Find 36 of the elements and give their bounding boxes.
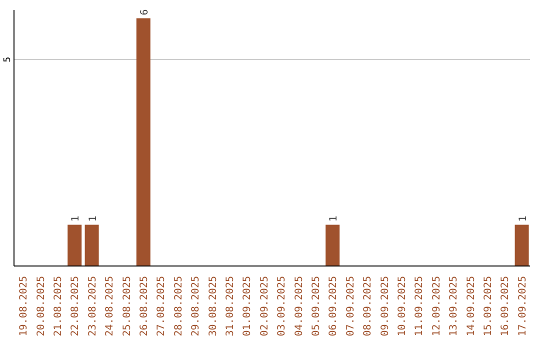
x-tick-label: 09.09.2025 (380, 276, 391, 336)
x-tick-label: 19.08.2025 (18, 276, 30, 336)
y-tick-label: 5 (3, 56, 13, 62)
x-tick-label: 03.09.2025 (276, 276, 288, 336)
x-tick-label: 24.08.2025 (104, 276, 116, 336)
x-tick-label: 31.08.2025 (225, 276, 236, 336)
x-tick-label: 25.08.2025 (122, 276, 133, 336)
x-tick-label: 05.09.2025 (311, 276, 322, 336)
x-tick-label: 20.08.2025 (36, 276, 47, 336)
data-label: 1 (518, 216, 529, 222)
x-tick-label: 17.09.2025 (517, 276, 528, 336)
x-tick-label: 01.09.2025 (242, 276, 254, 336)
x-tick-label: 22.08.2025 (70, 276, 82, 336)
data-label: 6 (139, 9, 150, 16)
data-label: 1 (70, 216, 82, 222)
x-tick-label: 15.09.2025 (483, 276, 494, 336)
x-tick-label: 12.09.2025 (431, 276, 442, 336)
x-tick-label: 07.09.2025 (345, 276, 356, 336)
x-tick-label: 27.08.2025 (156, 276, 168, 336)
x-tick-label: 06.09.2025 (328, 276, 340, 336)
x-tick-label: 30.08.2025 (208, 276, 219, 336)
x-tick-label: 29.08.2025 (190, 276, 202, 336)
x-tick-label: 28.08.2025 (173, 276, 184, 336)
data-label: 1 (328, 216, 340, 222)
x-tick-label: 23.08.2025 (87, 276, 98, 336)
x-tick-label: 08.09.2025 (362, 276, 374, 336)
x-tick-label: 04.09.2025 (294, 276, 305, 336)
data-label: 1 (88, 216, 99, 222)
x-tick-label: 14.09.2025 (466, 276, 477, 336)
x-tick-label: 16.09.2025 (500, 276, 512, 336)
x-tick-label: 13.09.2025 (448, 276, 460, 336)
x-tick-label: 02.09.2025 (259, 276, 270, 336)
x-tick-label: 10.09.2025 (397, 276, 408, 336)
x-tick-label: 26.08.2025 (139, 276, 150, 336)
x-tick-label: 11.09.2025 (414, 276, 426, 336)
x-tick-label: 21.08.2025 (53, 276, 64, 336)
